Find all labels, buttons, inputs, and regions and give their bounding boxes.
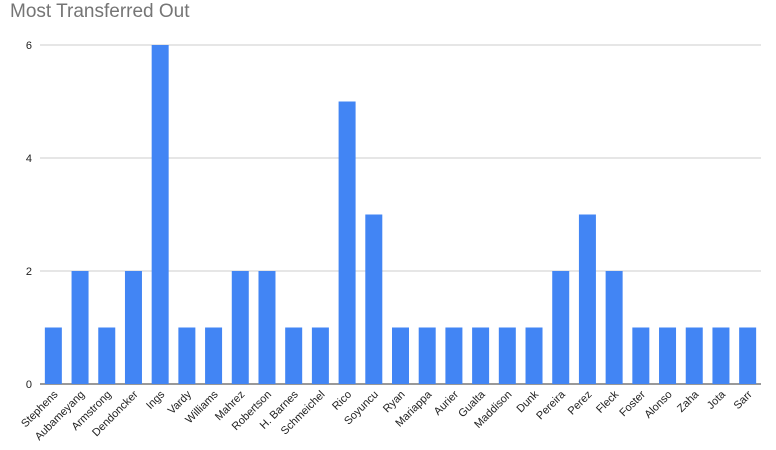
bar	[311, 327, 329, 384]
bar	[392, 327, 409, 384]
bar	[178, 327, 196, 384]
bar	[498, 327, 516, 384]
y-axis-ticks: 0 2 4 6	[26, 40, 32, 391]
y-tick-label: 6	[26, 40, 32, 52]
bar	[418, 327, 436, 384]
bar	[124, 271, 142, 384]
bar	[578, 214, 596, 384]
y-tick-label: 2	[26, 266, 32, 278]
bar	[338, 101, 356, 384]
bar	[365, 214, 383, 384]
bar	[712, 327, 730, 384]
bar	[685, 327, 703, 384]
y-tick-label: 4	[26, 153, 32, 165]
bar	[472, 327, 490, 384]
x-tick-label: Pereira	[534, 388, 568, 422]
x-tick-label: Jota	[705, 388, 729, 412]
chart-title: Most Transferred Out	[10, 1, 190, 22]
x-tick-label: Zaha	[675, 388, 702, 415]
bar	[285, 327, 303, 384]
x-tick-label: Perez	[566, 389, 595, 418]
bar	[231, 271, 249, 384]
bar	[632, 327, 650, 384]
bar	[151, 45, 169, 384]
bar	[605, 271, 623, 384]
x-tick-label: Ings	[144, 388, 168, 412]
x-tick-label: Sarr	[732, 388, 755, 411]
y-tick-label: 0	[26, 379, 32, 391]
bar	[71, 271, 89, 384]
bar	[659, 327, 677, 384]
bar	[552, 271, 570, 384]
bar	[258, 271, 276, 384]
bars	[44, 45, 757, 384]
bar	[98, 327, 116, 384]
bar	[739, 327, 757, 384]
bar	[205, 327, 223, 384]
x-tick-label: Alonso	[642, 389, 674, 421]
bar	[445, 327, 463, 384]
bar	[44, 327, 62, 384]
bar	[525, 327, 543, 384]
